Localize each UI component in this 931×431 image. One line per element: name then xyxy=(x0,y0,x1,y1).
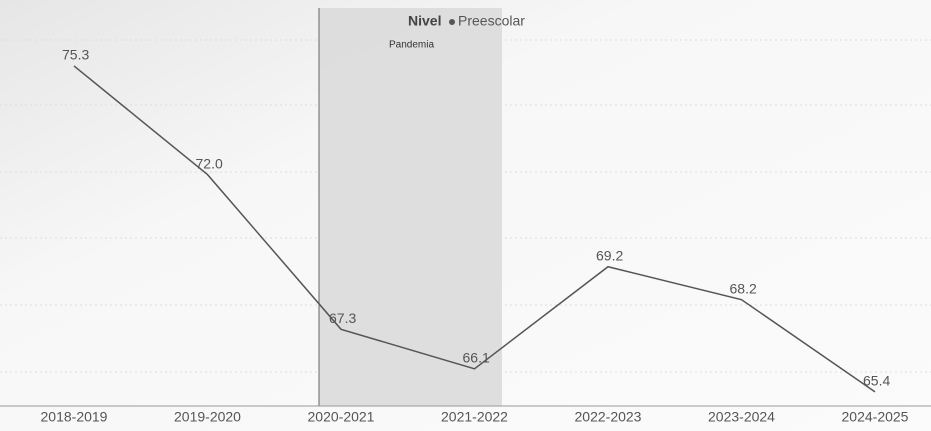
grid xyxy=(0,39,931,373)
x-tick-label: 2018-2019 xyxy=(41,409,108,425)
data-label: 75.3 xyxy=(62,47,89,63)
x-tick-label: 2020-2021 xyxy=(308,409,375,425)
legend-label: Preescolar xyxy=(458,13,525,29)
x-tick-label: 2023-2024 xyxy=(708,409,775,425)
pandemic-band xyxy=(319,8,502,406)
data-label: 69.2 xyxy=(596,247,623,263)
x-tick-label: 2024-2025 xyxy=(842,409,909,425)
data-label: 72.0 xyxy=(196,155,223,171)
data-label: 66.1 xyxy=(463,349,490,365)
legend-marker xyxy=(449,19,455,25)
data-label: 68.2 xyxy=(730,280,757,296)
legend-title: Nivel xyxy=(408,13,441,29)
x-tick-label: 2019-2020 xyxy=(174,409,241,425)
data-label: 67.3 xyxy=(329,310,356,326)
line xyxy=(73,65,876,393)
x-tick-label: 2021-2022 xyxy=(441,409,508,425)
x-tick-label: 2022-2023 xyxy=(575,409,642,425)
data-label: 65.4 xyxy=(863,373,890,389)
annotation: Pandemia xyxy=(389,40,434,51)
